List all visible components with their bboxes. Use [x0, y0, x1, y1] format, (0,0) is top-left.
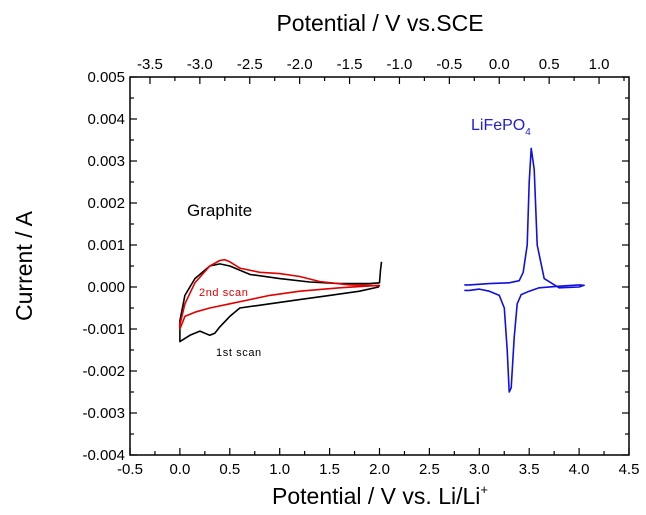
top-tick-label: 0.5 — [539, 56, 560, 73]
y-tick-label: 0.000 — [87, 279, 125, 296]
x-axis-title: Potential / V vs. Li/Li+ — [272, 482, 488, 509]
second-scan-label: 2nd scan — [199, 287, 248, 299]
series-layer — [179, 147, 585, 393]
x-tick-label: 4.5 — [619, 461, 640, 478]
y-tick-label: -0.004 — [82, 447, 125, 464]
y-axis-title: Current / A — [11, 210, 37, 321]
x-tick-label: 1.5 — [319, 461, 340, 478]
lifepo4-label: LiFePO4 — [471, 117, 531, 138]
top-tick-label: -1.5 — [337, 56, 363, 73]
x-tick-label: 2.5 — [419, 461, 440, 478]
top-axis-ticks: -3.5 -3.0 -2.5 -2.0 -1.5 -1.0 -0.5 0.0 0.5 1.0 — [137, 56, 625, 84]
top-tick-label: 0.0 — [489, 56, 510, 73]
y-tick-label: -0.003 — [82, 405, 125, 422]
second-scan-curve — [179, 258, 380, 330]
x-tick-label: 3.5 — [519, 461, 540, 478]
bottom-axis-ticks: -0.5 0.0 0.5 1.0 1.5 2.0 2.5 3.0 3.5 4.0 4.5 — [117, 448, 639, 478]
x-tick-label: 0.0 — [169, 461, 190, 478]
x-tick-label: 1.0 — [269, 461, 290, 478]
top-tick-label: -3.0 — [187, 56, 213, 73]
y-tick-label: 0.004 — [87, 111, 125, 128]
top-tick-label: 1.0 — [589, 56, 610, 73]
top-axis-title: Potential / V vs.SCE — [276, 10, 483, 36]
first-scan-label: 1st scan — [216, 347, 262, 359]
x-tick-label: 3.0 — [469, 461, 490, 478]
top-tick-label: -1.0 — [387, 56, 413, 73]
left-axis-ticks: 0.005 0.004 0.003 0.002 0.001 0.000 -0.001 -0.0… — [82, 69, 137, 464]
plot-frame — [129, 76, 630, 456]
y-tick-label: 0.003 — [87, 153, 125, 170]
x-tick-label: 0.5 — [219, 461, 240, 478]
top-tick-label: -3.5 — [137, 56, 163, 73]
y-tick-label: -0.001 — [82, 321, 125, 338]
top-tick-label: -2.5 — [237, 56, 263, 73]
lifepo4-curve — [464, 147, 585, 393]
y-tick-label: 0.001 — [87, 237, 125, 254]
y-tick-label: -0.002 — [82, 363, 125, 380]
x-tick-label: 2.0 — [369, 461, 390, 478]
x-tick-label: -0.5 — [117, 461, 143, 478]
x-tick-label: 4.0 — [569, 461, 590, 478]
top-tick-label: -2.0 — [287, 56, 313, 73]
graphite-label: Graphite — [187, 201, 252, 220]
y-tick-label: 0.002 — [87, 195, 125, 212]
right-axis-ticks — [622, 76, 629, 456]
top-tick-label: -0.5 — [436, 56, 462, 73]
y-tick-label: 0.005 — [87, 69, 125, 86]
